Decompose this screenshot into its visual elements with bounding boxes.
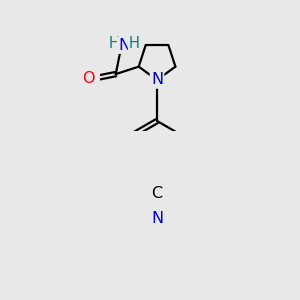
Text: C: C — [152, 186, 163, 201]
Text: O: O — [82, 71, 95, 86]
Text: H: H — [109, 36, 119, 51]
Text: N: N — [151, 73, 163, 88]
Text: N: N — [151, 211, 163, 226]
Text: H: H — [129, 36, 140, 51]
Text: N: N — [118, 38, 130, 52]
